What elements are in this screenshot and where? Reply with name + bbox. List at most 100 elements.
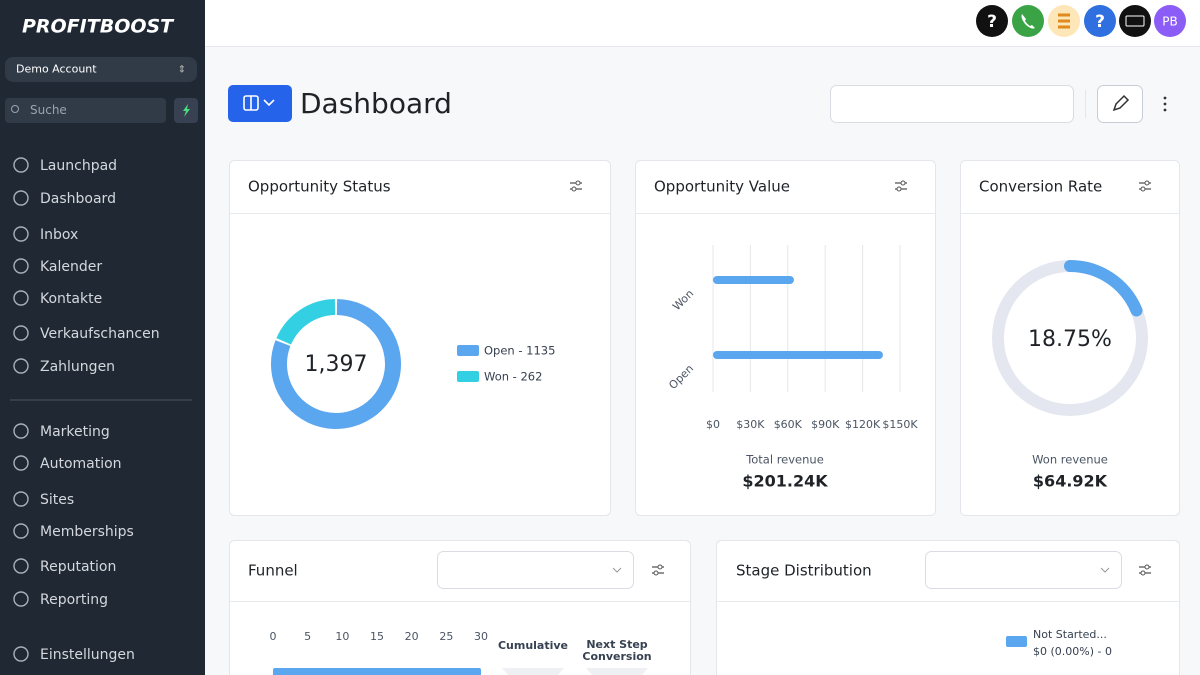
language-icon — [1125, 15, 1145, 27]
phone-button[interactable] — [1012, 5, 1044, 37]
nav-item[interactable]: Sites — [13, 491, 74, 508]
support-button[interactable] — [1084, 5, 1116, 37]
nav-item[interactable]: Automation — [13, 455, 122, 472]
donut-segment — [276, 299, 336, 345]
filter-knob — [657, 564, 663, 570]
x-tick-label: 5 — [304, 630, 311, 643]
nav-item[interactable]: Einstellungen — [13, 646, 135, 663]
nav-icon — [13, 290, 29, 306]
card-header-border — [230, 213, 1179, 602]
nav-item[interactable]: Reporting — [13, 591, 108, 608]
avatar-initials: PB — [1162, 15, 1177, 29]
more-dot[interactable] — [1163, 108, 1167, 112]
x-tick-label: $60K — [774, 418, 803, 431]
nav-icon — [13, 491, 29, 507]
x-tick-label: $0 — [706, 418, 720, 431]
filter-button[interactable] — [1139, 180, 1151, 192]
legend-swatch — [457, 371, 479, 382]
layout-switch[interactable] — [228, 85, 292, 122]
nav-label: Memberships — [40, 524, 134, 540]
filter-button[interactable] — [570, 180, 582, 192]
filter-knob — [1144, 180, 1150, 186]
filter-knob — [1140, 186, 1146, 192]
nav-label: Dashboard — [40, 191, 116, 207]
nav-icon — [13, 523, 29, 539]
bolt-icon — [183, 104, 190, 117]
legend-swatch — [1006, 636, 1027, 647]
nav-item[interactable]: Dashboard — [13, 190, 116, 207]
nav-item[interactable]: Reputation — [13, 558, 116, 575]
more-dot[interactable] — [1163, 102, 1167, 106]
nav-item[interactable]: Verkaufschancen — [13, 325, 160, 342]
avatar[interactable] — [1154, 5, 1186, 37]
x-tick-label: 0 — [270, 630, 277, 643]
nav-icon — [13, 226, 29, 242]
nav-item[interactable]: Launchpad — [13, 157, 117, 174]
legend-label: Won - 262 — [484, 370, 542, 384]
nav-label: Inbox — [40, 227, 78, 243]
x-tick-label: 10 — [335, 630, 349, 643]
nav-label: Verkaufschancen — [40, 326, 160, 342]
support-icon: ? — [1095, 12, 1105, 32]
x-tick-label: $150K — [882, 418, 918, 431]
footer-value: $64.92K — [1033, 472, 1108, 491]
card-title: Conversion Rate — [979, 178, 1102, 196]
edit-button[interactable] — [1097, 85, 1143, 123]
footer-value: $201.24K — [742, 472, 828, 491]
x-tick-label: $120K — [845, 418, 881, 431]
funnel-select[interactable] — [437, 551, 634, 589]
card — [635, 160, 936, 516]
funnel-shape — [502, 668, 564, 675]
search-icon — [11, 105, 19, 113]
legend-swatch — [457, 345, 479, 356]
help-icon: ? — [987, 12, 997, 32]
stage-select[interactable] — [925, 551, 1122, 589]
filter-button[interactable] — [652, 564, 664, 576]
card-title: Funnel — [248, 562, 298, 580]
nav-item[interactable]: Inbox — [13, 226, 78, 243]
nav-label: Reporting — [40, 592, 108, 608]
phone-icon — [1021, 14, 1035, 29]
nav-item[interactable]: Marketing — [13, 423, 110, 440]
filter-icons — [570, 180, 1151, 576]
help-button[interactable] — [976, 5, 1008, 37]
bar — [713, 351, 883, 359]
account-name: Demo Account — [16, 63, 97, 76]
account-switcher[interactable] — [5, 57, 197, 82]
legend-label: Open - 1135 — [484, 344, 555, 358]
filter-button[interactable] — [895, 180, 907, 192]
date-input[interactable] — [830, 85, 1074, 123]
more-dot[interactable] — [1163, 96, 1167, 100]
page-title: Dashboard — [300, 87, 452, 120]
nav-label: Sites — [40, 492, 74, 508]
nav-label: Kalender — [40, 259, 102, 275]
nav-label: Marketing — [40, 424, 110, 440]
bar — [713, 276, 794, 284]
search-box[interactable] — [5, 98, 166, 123]
filter-button[interactable] — [1139, 564, 1151, 576]
funnel-shape — [586, 668, 648, 675]
x-tick-label: $90K — [811, 418, 840, 431]
filter-knob — [896, 186, 902, 192]
nav-item[interactable]: Memberships — [13, 523, 134, 540]
nav-icon — [13, 455, 29, 471]
nav-icon — [13, 190, 29, 206]
filter-knob — [571, 186, 577, 192]
nav-item[interactable]: Kontakte — [13, 290, 102, 307]
filter-knob — [653, 570, 659, 576]
nav-icon — [13, 358, 29, 374]
tasks-icon — [1058, 13, 1070, 29]
donut-segment — [271, 299, 401, 429]
column-header: Cumulative — [498, 639, 568, 652]
nav-label: Launchpad — [40, 158, 117, 174]
language-button[interactable] — [1119, 5, 1151, 37]
filter-knob — [1144, 564, 1150, 570]
layout-chevron — [250, 96, 275, 110]
filter-knob — [575, 180, 581, 186]
nav-item[interactable]: Zahlungen — [13, 358, 115, 375]
search-placeholder: Suche — [30, 103, 67, 117]
nav-icon — [13, 325, 29, 341]
nav-item[interactable]: Kalender — [13, 258, 102, 275]
